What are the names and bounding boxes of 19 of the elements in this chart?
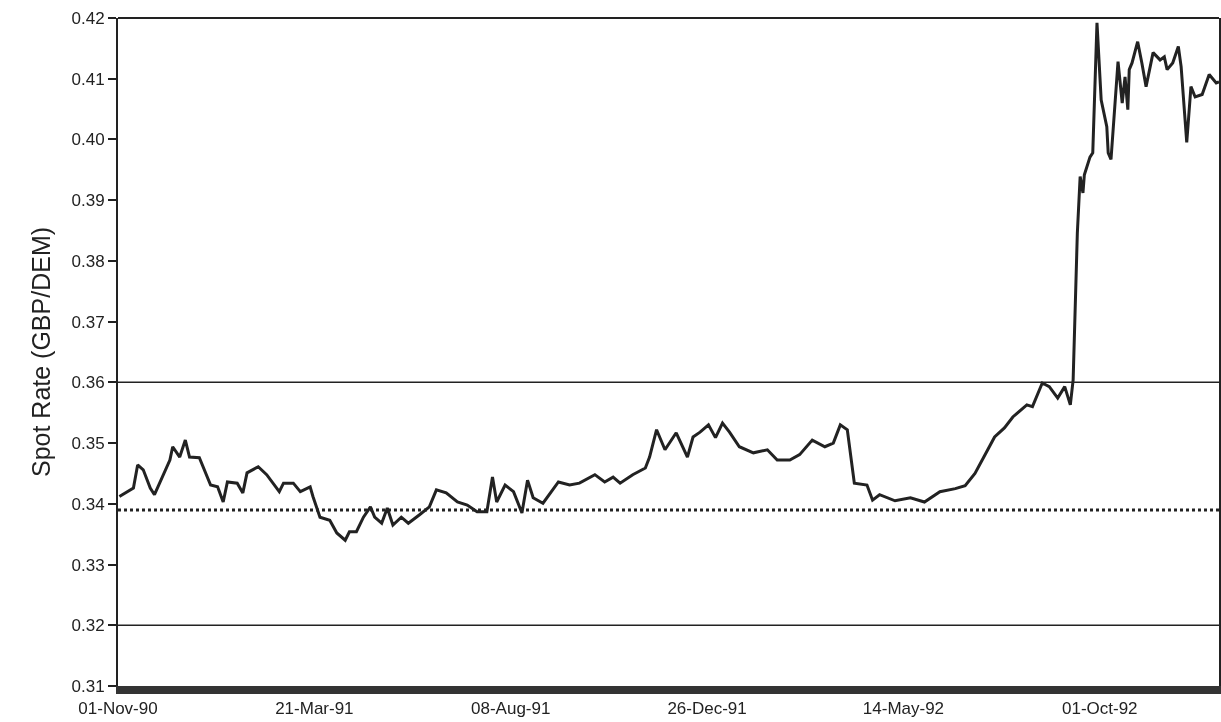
x-tick-label: 08-Aug-91 (471, 699, 551, 719)
x-tick-label: 01-Nov-90 (78, 699, 158, 719)
y-tick-label: 0.31 (71, 676, 105, 696)
y-tick-label: 0.39 (71, 191, 105, 211)
y-tick-label: 0.38 (71, 251, 105, 271)
x-tick-label: 01-Oct-92 (1061, 699, 1138, 719)
x-tick-label: 14-May-92 (862, 699, 945, 719)
y-tick-label: 0.34 (71, 494, 105, 514)
y-tick-label: 0.35 (71, 434, 105, 454)
y-tick-label: 0.36 (71, 373, 105, 393)
y-tick-label: 0.40 (71, 130, 105, 150)
y-tick-label: 0.33 (71, 555, 105, 575)
y-tick-label: 0.41 (71, 69, 105, 89)
x-tick-label: 26-Dec-91 (667, 699, 747, 719)
x-tick-label: 21-Mar-91 (275, 699, 354, 719)
y-tick-label: 0.37 (71, 312, 105, 332)
y-axis-title: Spot Rate (GBP/DEM) (26, 226, 55, 478)
y-tick-label: 0.32 (71, 616, 105, 636)
y-tick-label: 0.42 (71, 8, 105, 28)
